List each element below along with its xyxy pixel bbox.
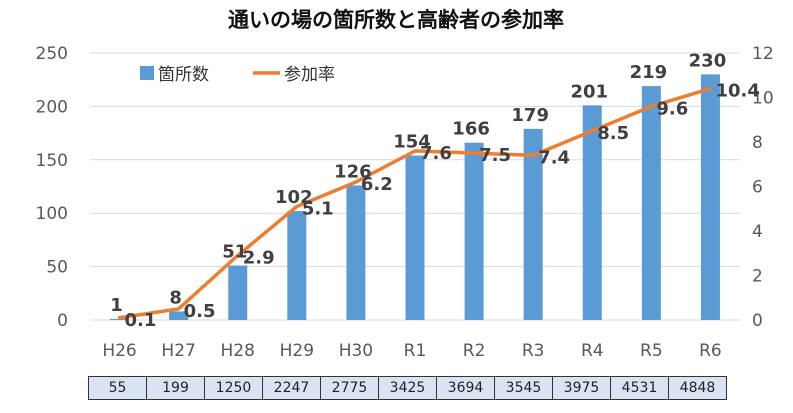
bar	[582, 105, 602, 320]
line-data-label: 7.4	[538, 147, 570, 168]
table-cell: 4531	[610, 376, 669, 400]
table-cell: 3694	[436, 376, 495, 400]
left-tick-label: 100	[36, 204, 68, 224]
bar	[700, 74, 720, 320]
table-row: 55 199 1250 2247 2775 3425 3694 3545 3975 4531 484…	[88, 376, 727, 400]
bar-series	[110, 74, 720, 320]
category-label: R4	[581, 341, 604, 361]
category-label: R6	[699, 341, 722, 361]
category-label: H27	[161, 341, 195, 361]
line-data-labels: 0.1 0.5 2.9 5.1 6.2 7.6 7.5 7.4 8.5 9.6 10.4	[125, 81, 760, 331]
bar	[405, 155, 425, 320]
right-tick-label: 10	[752, 89, 774, 109]
line-point	[354, 180, 358, 184]
table-cell: 2775	[320, 376, 379, 400]
category-label: H26	[102, 341, 136, 361]
bar	[169, 311, 189, 320]
category-label: H29	[280, 341, 314, 361]
left-tick-label: 50	[46, 258, 68, 278]
category-label: R2	[463, 341, 486, 361]
left-tick-label: 150	[36, 151, 68, 171]
line-point	[649, 104, 653, 108]
line-point	[531, 153, 535, 157]
left-tick-label: 250	[36, 44, 68, 64]
chart-title: 通いの場の箇所数と高齢者の参加率	[228, 8, 564, 32]
table-cell: 1250	[204, 376, 263, 400]
legend-bar-swatch	[140, 66, 154, 80]
line-data-label: 2.9	[243, 247, 275, 268]
bar-data-label: 230	[689, 50, 727, 71]
line-data-label: 8.5	[597, 123, 629, 144]
line-point	[472, 151, 476, 155]
left-tick-label: 200	[36, 97, 68, 117]
right-tick-label: 2	[752, 267, 763, 287]
bar	[641, 86, 661, 320]
legend-bar-label: 箇所数	[158, 65, 209, 85]
line-series	[117, 86, 713, 320]
table-cell: 3545	[494, 376, 553, 400]
line-data-label: 5.1	[302, 199, 334, 220]
line-point	[413, 149, 417, 153]
line-data-label: 0.1	[125, 310, 157, 331]
bar-data-label: 166	[452, 119, 490, 140]
count-table: 55 199 1250 2247 2775 3425 3694 3545 3975 4531 484…	[88, 376, 727, 400]
right-tick-label: 4	[752, 222, 763, 242]
category-label: R1	[404, 341, 427, 361]
line-point	[236, 253, 240, 257]
line-point	[590, 129, 594, 133]
right-tick-label: 0	[752, 311, 763, 331]
bar-data-label: 154	[393, 132, 431, 153]
bar	[464, 142, 484, 320]
legend: 箇所数 参加率	[140, 65, 335, 85]
category-axis: H26 H27 H28 H29 H30 R1 R2 R3 R4 R5 R6	[102, 341, 721, 361]
table-cell: 55	[88, 376, 147, 400]
line-point	[708, 87, 712, 91]
left-axis: 0 50 100 150 200 250	[36, 44, 68, 331]
table-cell: 3425	[378, 376, 437, 400]
category-label: H30	[339, 341, 373, 361]
table-cell: 3975	[552, 376, 611, 400]
table-cell: 2247	[262, 376, 321, 400]
line-point	[177, 307, 181, 311]
bar-data-label: 126	[334, 161, 372, 182]
legend-line-label: 参加率	[284, 65, 335, 85]
line-point	[295, 205, 299, 209]
category-label: R3	[522, 341, 545, 361]
line-data-label: 7.6	[420, 143, 452, 164]
line-data-label: 9.6	[656, 98, 688, 119]
line-data-label: 10.4	[715, 81, 759, 102]
bar-data-label: 51	[222, 242, 247, 263]
table-cell: 4848	[668, 376, 727, 400]
line-data-label: 0.5	[184, 301, 216, 322]
table-cell: 199	[146, 376, 205, 400]
bar-data-label: 8	[169, 287, 182, 308]
bar-data-labels: 1 8 51 102 126 154 166 179 201 219 230	[110, 50, 726, 316]
line-data-label: 7.5	[479, 145, 511, 166]
bar	[287, 211, 307, 320]
bar-data-label: 102	[275, 187, 313, 208]
bar	[523, 128, 543, 320]
left-tick-label: 0	[57, 311, 68, 331]
bar-data-label: 201	[570, 81, 608, 102]
bar	[228, 265, 248, 320]
bar-data-label: 219	[630, 62, 668, 83]
right-tick-label: 6	[752, 178, 763, 198]
line-point	[118, 316, 122, 320]
bar-data-label: 179	[511, 105, 549, 126]
category-label: H28	[221, 341, 255, 361]
bar	[346, 185, 366, 320]
category-label: R5	[640, 341, 663, 361]
right-axis: 0 2 4 6 8 10 12	[752, 44, 774, 331]
line-data-label: 6.2	[361, 174, 393, 195]
right-tick-label: 8	[752, 133, 763, 153]
bar-data-label: 1	[110, 295, 123, 316]
right-tick-label: 12	[752, 44, 774, 64]
